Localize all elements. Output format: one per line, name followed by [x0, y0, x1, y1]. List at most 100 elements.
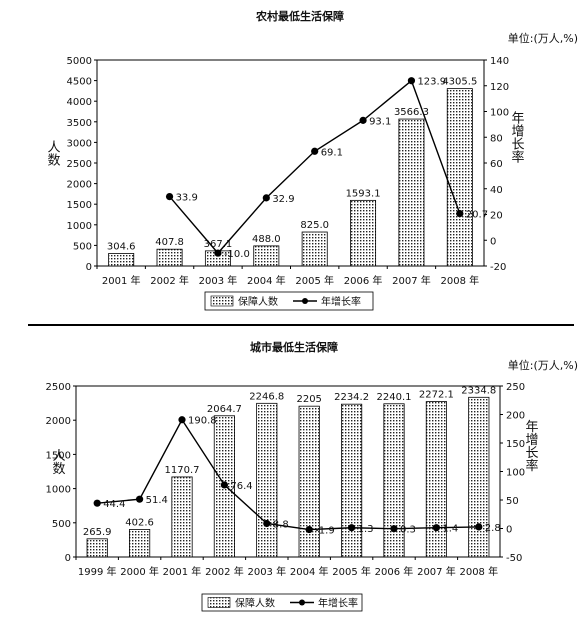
x-tick-label: 2002 年: [205, 565, 244, 578]
right-tick-label: 50: [506, 496, 519, 507]
bar: [171, 476, 193, 558]
growth-point: [262, 194, 270, 202]
growth-point: [214, 249, 222, 257]
bar: [383, 403, 405, 558]
left-tick-label: 0: [65, 553, 71, 564]
growth-value-label: 44.4: [103, 499, 125, 510]
growth-value-label: 190.8: [188, 416, 217, 427]
growth-value-label: 1.3: [358, 524, 374, 535]
growth-value-label: 69.1: [321, 147, 343, 158]
growth-value-label: 8.8: [273, 519, 289, 530]
bar-value-label: 1593.1: [346, 188, 381, 199]
growth-value-label: 51.4: [146, 495, 168, 506]
x-tick-label: 2008 年: [459, 565, 498, 578]
right-tick-label: 100: [490, 108, 509, 119]
bar-value-label: 2334.8: [461, 385, 496, 396]
left-tick-label: 1000: [67, 221, 92, 232]
bar: [298, 405, 320, 558]
bar-value-label: 2246.8: [249, 391, 284, 402]
x-tick-label: 2003 年: [247, 565, 286, 578]
x-tick-label: 2001 年: [102, 274, 141, 287]
bar-value-label: 2240.1: [377, 392, 412, 403]
bar-value-label: 407.8: [155, 237, 184, 248]
left-tick-label: 2500: [46, 382, 71, 393]
right-tick-label: 150: [506, 439, 525, 450]
left-tick-label: 3000: [67, 138, 92, 149]
growth-point: [390, 525, 398, 533]
left-tick-label: 4000: [67, 97, 92, 108]
right-tick-label: 80: [490, 133, 503, 144]
bar-value-label: 2234.2: [334, 392, 369, 403]
right-tick-label: 20: [490, 211, 503, 222]
growth-value-label: 2.8: [485, 523, 501, 534]
right-tick-label: 200: [506, 411, 525, 422]
growth-value-label: 93.1: [369, 116, 391, 127]
growth-point: [178, 416, 186, 424]
charts-container: 农村最低生活保障单位:(万人,%)05001000150020002500300…: [45, 9, 578, 612]
chart-2: 城市最低生活保障单位:(万人,%)05001000150020002500-50…: [46, 340, 578, 612]
left-tick-label: 1500: [67, 200, 92, 211]
left-tick-label: 5000: [67, 56, 92, 67]
left-tick-label: 2000: [46, 416, 71, 427]
bar-value-label: 825.0: [300, 220, 329, 231]
growth-value-label: 0.3: [400, 525, 416, 536]
bar-value-label: 1170.7: [165, 465, 200, 476]
left-tick-label: 2500: [67, 159, 92, 170]
bar: [256, 402, 278, 558]
growth-point: [136, 495, 144, 503]
growth-point: [348, 524, 356, 532]
x-tick-label: 2004 年: [247, 274, 286, 287]
right-axis-label: 年增长率: [523, 420, 539, 472]
left-axis-label: 人数: [50, 449, 66, 475]
x-tick-label: 1999 年: [78, 565, 117, 578]
left-tick-label: 4500: [67, 77, 92, 88]
left-tick-label: 0: [86, 262, 92, 273]
growth-value-label: 76.4: [230, 481, 252, 492]
plot-frame: [96, 59, 485, 267]
right-tick-label: 0: [490, 236, 496, 247]
bar: [156, 248, 183, 267]
growth-point: [407, 77, 416, 85]
left-tick-label: 3500: [67, 118, 92, 129]
x-tick-label: 2008 年: [440, 274, 479, 287]
bar: [341, 403, 363, 558]
legend-box: [201, 593, 363, 612]
left-tick-label: 1500: [46, 450, 71, 461]
bar: [86, 538, 108, 558]
growth-point: [93, 499, 101, 507]
x-tick-label: 2007 年: [392, 274, 431, 287]
growth-value-label: 123.9: [417, 77, 446, 88]
bar: [253, 245, 280, 267]
right-tick-label: 250: [506, 382, 525, 393]
growth-value-label: -1.9: [315, 526, 335, 537]
legend-bar-label: 保障人数: [238, 295, 278, 308]
x-tick-label: 2005 年: [295, 274, 334, 287]
bar-value-label: 265.9: [83, 527, 112, 538]
bar-value-label: 3566.3: [394, 107, 429, 118]
unit-label: 单位:(万人,%): [508, 358, 578, 372]
bar: [129, 529, 151, 558]
bar: [446, 88, 473, 267]
growth-point: [165, 193, 174, 201]
left-axis-label: 人数: [45, 140, 61, 166]
right-axis-label: 年增长率: [509, 111, 525, 163]
bar: [425, 401, 447, 558]
growth-line: [97, 418, 479, 531]
x-tick-label: 2005 年: [332, 565, 371, 578]
bar-value-label: 4305.5: [442, 77, 477, 88]
growth-point: [263, 519, 271, 528]
bar-value-label: 488.0: [252, 234, 281, 245]
left-tick-label: 2000: [67, 180, 92, 191]
bar: [301, 231, 328, 267]
unit-label: 单位:(万人,%): [508, 31, 578, 45]
bar: [350, 199, 377, 267]
x-tick-label: 2001 年: [163, 565, 202, 578]
growth-point: [456, 209, 464, 218]
right-tick-label: -20: [490, 262, 506, 273]
bar-value-label: 2205: [296, 394, 321, 405]
bar-value-label: 402.6: [125, 517, 154, 528]
bar: [108, 253, 135, 267]
growth-value-label: 20.7: [466, 210, 488, 221]
legend-line-label: 年增长率: [321, 295, 361, 308]
